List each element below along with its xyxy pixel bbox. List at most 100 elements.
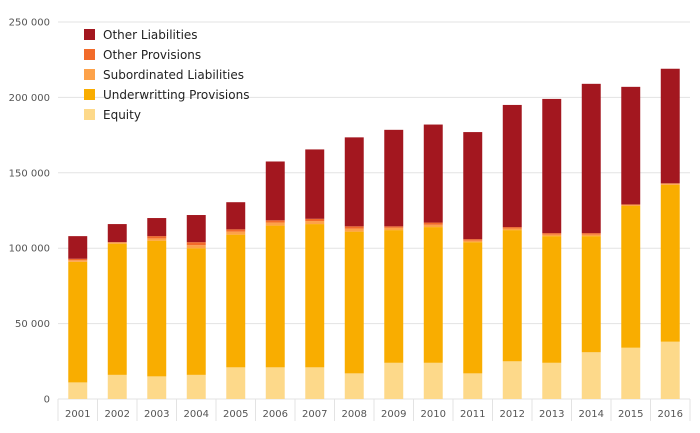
bar-segment: [621, 86, 641, 205]
bar-segment: [226, 231, 246, 235]
bar-segment: [265, 225, 285, 368]
legend-label: Subordinated Liabilities: [103, 68, 244, 82]
bar-segment: [344, 231, 364, 374]
bar-segment: [147, 376, 167, 399]
y-tick-label: 150 000: [9, 168, 50, 179]
x-tick-label: 2001: [65, 409, 90, 420]
bar-segment: [502, 227, 522, 229]
bar-segment: [226, 367, 246, 399]
bar-segment: [186, 215, 206, 243]
bar-segment: [423, 227, 443, 363]
y-axis-ticks: 0 50 000 100 000 150 000 200 000 250 000: [9, 18, 50, 406]
bar-segment: [581, 233, 601, 235]
x-tick-label: 2008: [342, 409, 367, 420]
bar-segment: [660, 183, 680, 185]
bars: [68, 68, 680, 399]
bar-segment: [502, 361, 522, 399]
bar-segment: [226, 229, 246, 232]
bar-segment: [581, 83, 601, 234]
bar-segment: [226, 202, 246, 230]
bar-segment: [147, 218, 167, 237]
bar-segment: [265, 161, 285, 221]
bar-segment: [542, 362, 562, 399]
x-tick-label: 2013: [539, 409, 564, 420]
bar-segment: [463, 132, 483, 240]
y-tick-label: 250 000: [9, 18, 50, 29]
bar-segment: [68, 261, 88, 383]
bar-segment: [423, 222, 443, 225]
x-tick-label: 2005: [223, 409, 248, 420]
bar-segment: [384, 226, 404, 228]
legend-swatch: [84, 109, 95, 120]
bar-segment: [68, 260, 88, 262]
legend: Other Liabilities Other Provisions Subordi…: [84, 28, 249, 122]
legend-item: Underwritting Provisions: [84, 88, 249, 102]
x-axis-ticks: 2001 2002 2003 2004 2005 2006 2007 2008 2009 2010…: [57, 399, 691, 421]
bar-segment: [107, 224, 127, 243]
x-tick-label: 2012: [500, 409, 525, 420]
bar-segment: [107, 242, 127, 244]
legend-swatch: [84, 69, 95, 80]
bar-segment: [502, 228, 522, 231]
bar-segment: [542, 236, 562, 363]
bar-segment: [68, 236, 88, 259]
bar-segment: [147, 240, 167, 377]
bar-segment: [660, 184, 680, 342]
bar-segment: [384, 230, 404, 363]
bar-segment: [384, 362, 404, 399]
bar-segment: [502, 104, 522, 228]
legend-label: Underwritting Provisions: [103, 88, 249, 102]
legend-item: Equity: [84, 108, 141, 122]
legend-item: Other Provisions: [84, 48, 201, 62]
bar-segment: [68, 258, 88, 261]
bar-segment: [265, 220, 285, 223]
x-tick-label: 2011: [460, 409, 485, 420]
bar-segment: [68, 382, 88, 399]
bar-segment: [344, 373, 364, 399]
bar-segment: [265, 367, 285, 399]
bar-segment: [305, 221, 325, 225]
y-tick-label: 0: [44, 395, 50, 406]
legend-label: Other Provisions: [103, 48, 201, 62]
x-tick-label: 2014: [579, 409, 604, 420]
bar-segment: [147, 238, 167, 241]
bar-segment: [186, 245, 206, 249]
bar-segment: [581, 236, 601, 353]
x-tick-label: 2016: [658, 409, 683, 420]
bar-segment: [423, 224, 443, 228]
bar-segment: [305, 218, 325, 222]
bar-segment: [463, 373, 483, 399]
bar-segment: [463, 242, 483, 374]
bar-segment: [226, 234, 246, 368]
bar-segment: [502, 230, 522, 362]
bar-segment: [384, 129, 404, 227]
bar-segment: [581, 234, 601, 237]
bar-segment: [463, 240, 483, 243]
bar-segment: [107, 243, 127, 375]
legend-swatch: [84, 29, 95, 40]
bar-segment: [621, 204, 641, 206]
bar-segment: [265, 222, 285, 226]
y-tick-label: 50 000: [15, 319, 50, 330]
x-tick-label: 2003: [144, 409, 169, 420]
legend-label: Other Liabilities: [103, 28, 198, 42]
x-tick-label: 2015: [618, 409, 643, 420]
bar-segment: [147, 236, 167, 239]
legend-label: Equity: [103, 108, 141, 122]
legend-swatch: [84, 49, 95, 60]
x-tick-label: 2002: [105, 409, 130, 420]
legend-item: Other Liabilities: [84, 28, 198, 42]
y-tick-label: 200 000: [9, 93, 50, 104]
legend-item: Subordinated Liabilities: [84, 68, 244, 82]
x-tick-label: 2007: [302, 409, 327, 420]
bar-segment: [660, 68, 680, 184]
x-tick-label: 2010: [421, 409, 446, 420]
legend-swatch: [84, 89, 95, 100]
bar-segment: [581, 352, 601, 399]
y-tick-label: 100 000: [9, 244, 50, 255]
bar-segment: [542, 233, 562, 235]
bar-segment: [107, 374, 127, 399]
bar-segment: [344, 228, 364, 232]
bar-segment: [344, 137, 364, 227]
bar-segment: [423, 124, 443, 223]
